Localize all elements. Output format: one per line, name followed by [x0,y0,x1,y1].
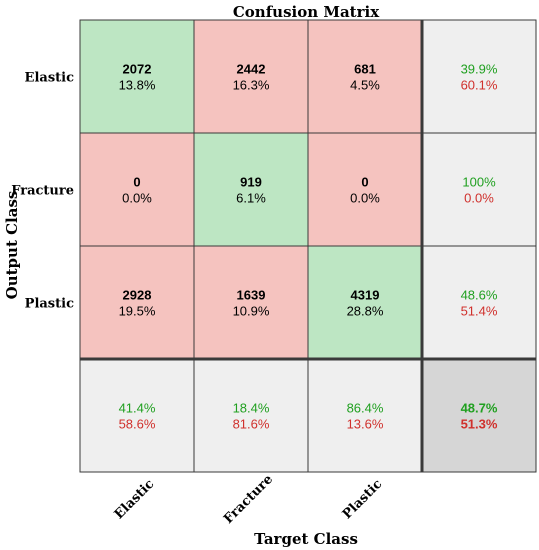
y-axis-label: Output Class [3,191,21,300]
matrix-cell [307,245,423,360]
col-correct-percent: 18.4% [233,401,270,416]
matrix-cell [307,19,423,134]
chart-title: Confusion Matrix [233,3,380,21]
matrix-cell [193,19,309,134]
y-tick-label: Fracture [11,184,74,199]
matrix-cell [193,245,309,360]
cell-count: 0 [133,175,140,190]
cell-count: 919 [240,175,262,190]
y-tick-label: Elastic [25,71,75,86]
col-incorrect-percent: 58.6% [119,417,156,432]
overall-incorrect-percent: 51.3% [461,417,498,432]
y-tick-label: Plastic [25,297,74,312]
cell-count: 2072 [123,62,152,77]
col-correct-percent: 41.4% [119,401,156,416]
matrix-cell [193,132,309,247]
col-correct-percent: 86.4% [347,401,384,416]
col-summary-cell [79,358,195,473]
cell-percent: 6.1% [236,191,266,206]
cell-count: 2442 [237,62,266,77]
row-summary-cell [421,245,537,360]
cell-count: 0 [361,175,368,190]
cell-percent: 4.5% [350,78,380,93]
matrix-cell [79,19,195,134]
col-summary-cell [307,358,423,473]
cell-percent: 10.9% [233,304,270,319]
overall-cell [421,358,537,473]
cell-percent: 0.0% [350,191,380,206]
cell-percent: 0.0% [122,191,152,206]
cell-percent: 16.3% [233,78,270,93]
matrix-border [79,19,537,473]
matrix-grid: 207213.8%244216.3%6814.5%00.0%9196.1%00.… [11,19,537,527]
row-correct-percent: 48.6% [461,288,498,303]
x-tick-label: Elastic [112,477,158,523]
overall-correct-percent: 48.7% [461,401,498,416]
row-correct-percent: 39.9% [461,62,498,77]
cell-count: 681 [354,62,376,77]
row-summary-cell [421,19,537,134]
matrix-cell [79,132,195,247]
x-axis-label: Target Class [254,530,358,548]
col-incorrect-percent: 81.6% [233,417,270,432]
cell-count: 2928 [123,288,152,303]
row-summary-cell [421,132,537,247]
matrix-cell [307,132,423,247]
cell-percent: 28.8% [347,304,384,319]
col-summary-cell [193,358,309,473]
row-incorrect-percent: 0.0% [464,191,494,206]
row-incorrect-percent: 60.1% [461,78,498,93]
x-tick-label: Plastic [340,477,386,523]
row-correct-percent: 100% [462,175,496,190]
x-tick-label: Fracture [221,472,276,527]
row-incorrect-percent: 51.4% [461,304,498,319]
cell-percent: 13.8% [119,78,156,93]
col-incorrect-percent: 13.6% [347,417,384,432]
cell-count: 4319 [351,288,380,303]
cell-percent: 19.5% [119,304,156,319]
matrix-cell [79,245,195,360]
cell-count: 1639 [237,288,266,303]
